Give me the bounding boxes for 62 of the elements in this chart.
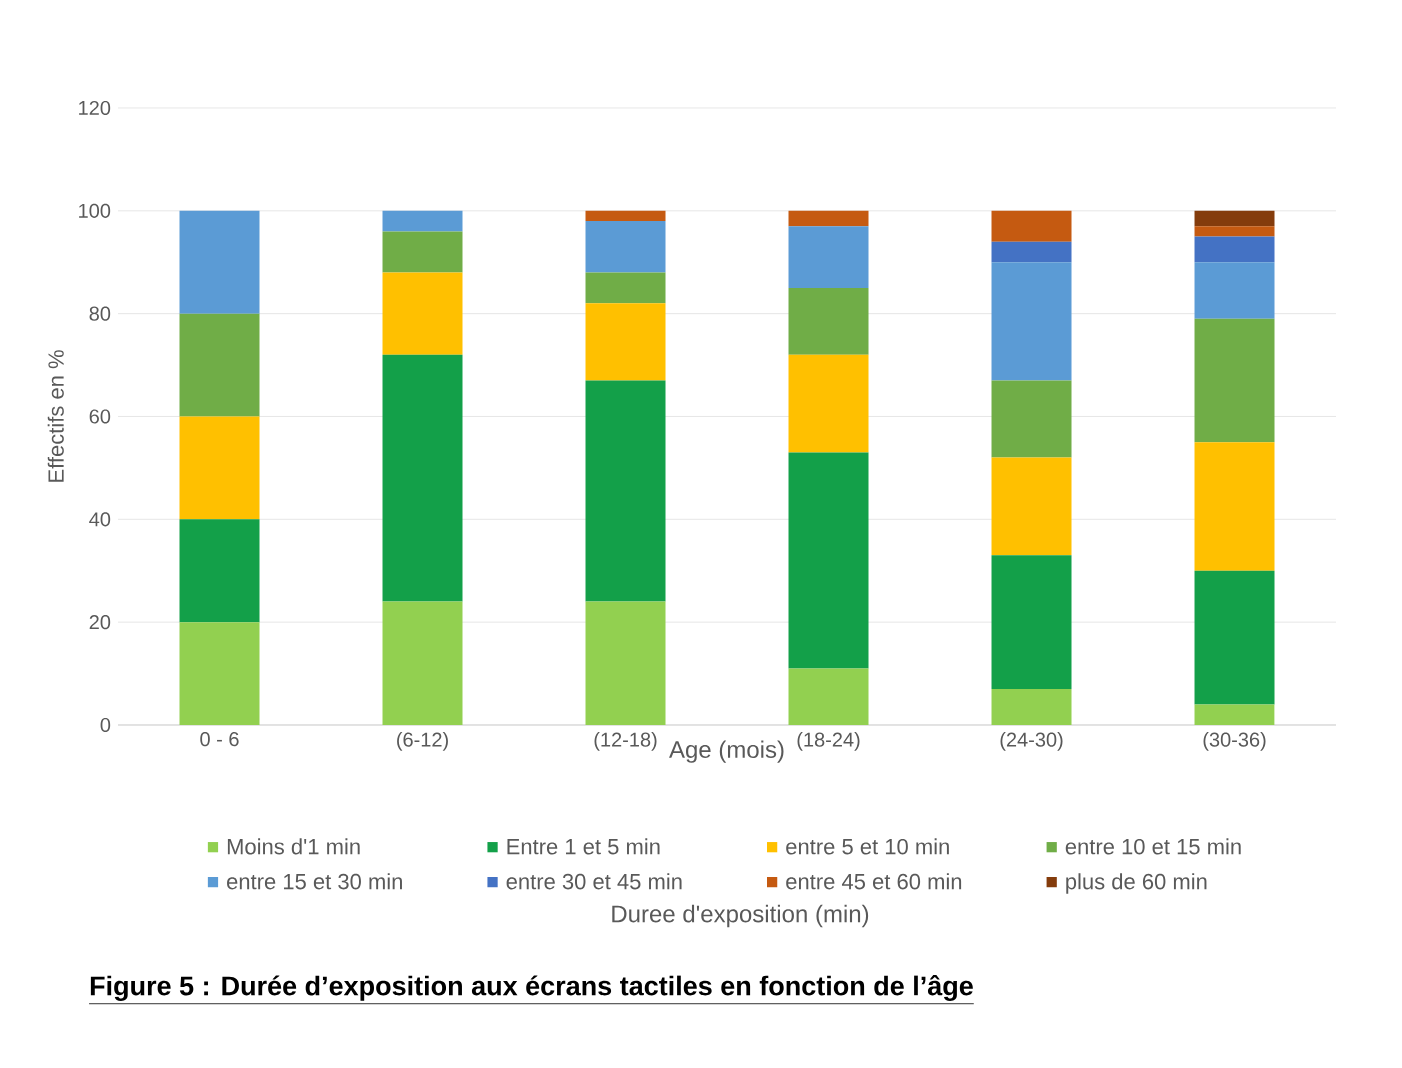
legend-label: entre 30 et 45 min [506,873,682,890]
bar [382,210,463,232]
y-tick-label: 20 [89,615,111,630]
y-tick-label: 100 [79,203,111,218]
bar [1194,210,1275,227]
bar [179,313,260,417]
bar [382,272,463,355]
y-tick-label: 120 [79,100,111,116]
bar [788,287,869,355]
legend-label: plus de 60 min [1066,873,1207,894]
bar [382,231,463,273]
bar [788,452,869,669]
bar [1194,318,1275,443]
legend-label: entre 45 et 60 min [786,873,962,890]
bar [179,210,260,314]
bar [382,354,463,602]
bar [585,210,666,222]
bar [788,226,869,288]
y-tick-label: 60 [89,409,111,424]
bar [1194,236,1275,263]
legend-label: entre 15 et 30 min [227,873,402,890]
bar [179,416,260,520]
legend-title: Duree d'exposition (min) [612,904,869,928]
bar [991,555,1072,689]
bar [991,688,1072,725]
text: Figure 5 : Durée d’exposition aux écrans tactiles en fonction de l’âge [90,975,973,1001]
bar [179,519,260,623]
bar [585,303,666,381]
bar [1194,570,1275,705]
x-tick-label: (12-18) [594,732,657,751]
x-axis-title: Age (mois) [669,740,784,763]
y-tick-label: 40 [89,512,111,527]
bar [585,221,666,273]
bar [1194,442,1275,571]
legend-label: Entre 1 et 5 min [507,838,660,855]
bar [991,210,1072,242]
bar [788,354,869,453]
bar [1194,226,1275,237]
bar [991,380,1072,458]
x-tick-label: (18-24) [797,732,860,751]
bar [1194,704,1275,725]
bar [991,241,1072,263]
x-tick-label: (24-30) [1000,732,1063,751]
bar [991,457,1072,556]
bar [788,210,869,227]
bar [1194,262,1275,319]
y-axis-title: Effectifs en % [47,350,64,482]
legend-label: entre 10 et 15 min [1065,838,1241,855]
x-tick-label: (6-12) [397,732,448,751]
legend-label: Moins d'1 min [227,838,360,855]
y-tick-label: 80 [89,306,111,321]
bar [585,601,666,725]
bar [179,622,260,725]
bar [382,601,463,725]
y-tick-label: 0 [100,717,111,733]
x-tick-label: (30-36) [1203,732,1266,751]
bar [585,380,666,602]
x-tick-label: 0 - 6 [200,732,239,747]
bar [991,262,1072,381]
bar [788,668,869,725]
bar [585,272,666,304]
legend-label: entre 5 et 10 min [786,838,949,855]
